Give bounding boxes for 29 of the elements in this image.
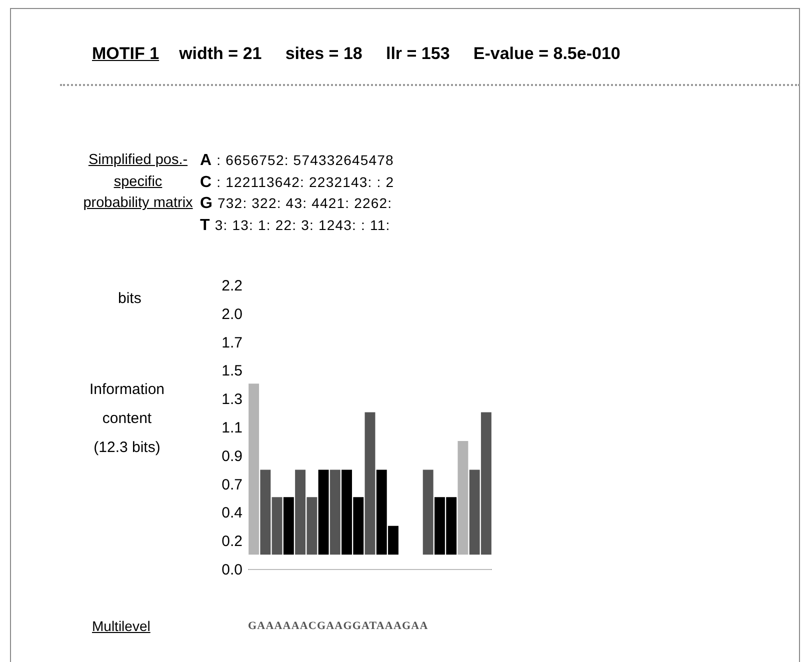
bar xyxy=(422,470,434,555)
bar xyxy=(318,470,329,555)
y-tick-label: 0.2 xyxy=(222,533,242,550)
bar xyxy=(330,470,340,555)
y-tick-label: 2.2 xyxy=(222,278,242,294)
y-tick-label: 1.5 xyxy=(222,362,242,380)
y-tick-label: 0.4 xyxy=(222,504,242,522)
y-tick-label: 1.7 xyxy=(222,334,242,352)
y-tick-label: 0.9 xyxy=(222,448,242,465)
bar xyxy=(458,441,468,555)
bar xyxy=(283,497,294,555)
chart-subtitle: width = 21 sites = 18 llr = 153 E-value = 8.5e-010 xyxy=(179,44,620,63)
text: A : 6656752: 574332645478 xyxy=(200,151,394,171)
bar xyxy=(248,384,260,555)
text: GAAAAAACGAAGGATAAAGAA xyxy=(248,620,428,632)
y-tick-label: 1.3 xyxy=(222,391,242,408)
y-tick-label: 1.1 xyxy=(222,420,242,436)
text: Multilevel xyxy=(92,618,150,634)
text: T 3: 13: 1: 22: 3: 1243: : 11: xyxy=(200,216,392,236)
text: C : 122113642: 2232143: : 2 xyxy=(200,172,394,193)
chart-title: MOTIF 1 xyxy=(92,44,160,63)
y-tick-label: 0.0 xyxy=(222,562,242,578)
y-tick-label: 2.0 xyxy=(222,306,242,323)
y-axis-title: Information content (12.3 bits) xyxy=(88,380,166,458)
text: bits xyxy=(118,290,142,307)
text: Simplified pos.-specific probability matrix xyxy=(82,151,194,214)
y-tick-label: 0.7 xyxy=(222,476,242,494)
text: G 732: 322: 43: 4421: 2262: xyxy=(200,194,394,214)
bar xyxy=(364,412,376,555)
